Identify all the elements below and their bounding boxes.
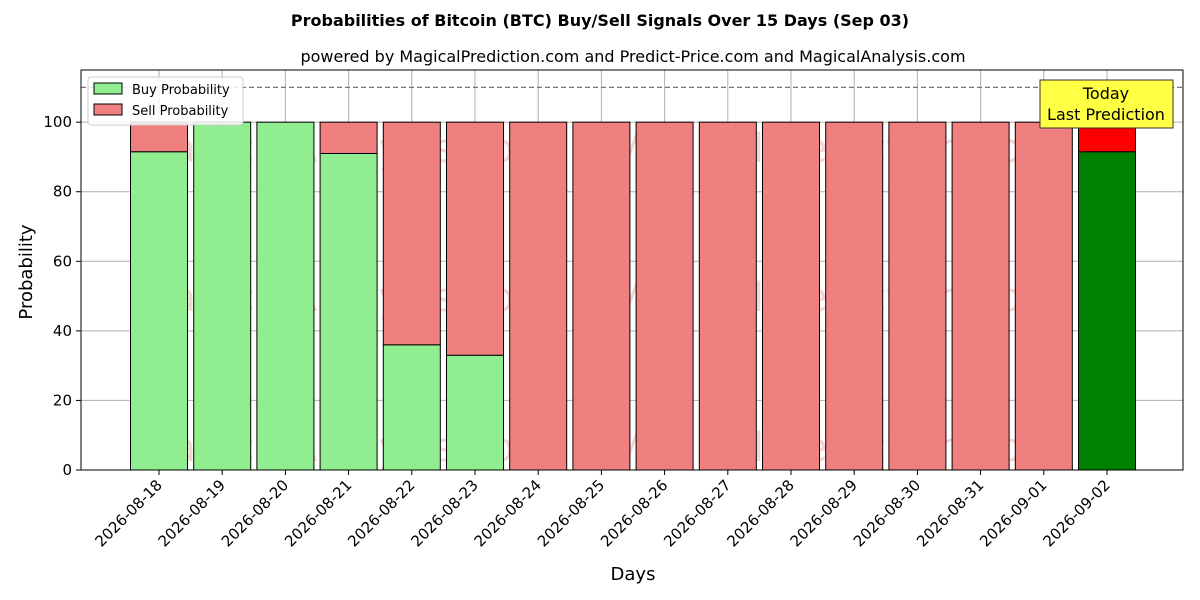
today-annotation-line1: Today xyxy=(1082,84,1129,103)
x-tick-label-7: 2026-08-25 xyxy=(534,476,608,550)
bar-buy-2026-08-21 xyxy=(319,152,378,471)
legend-swatch-sell xyxy=(93,103,123,116)
x-tick-label-1: 2026-08-19 xyxy=(155,476,229,550)
y-tick-label-4: 80 xyxy=(53,183,72,201)
bar-buy-2026-09-02 xyxy=(1078,151,1136,471)
x-tick-label-8: 2026-08-26 xyxy=(597,476,671,550)
bar-buy-2026-08-20 xyxy=(256,121,315,471)
today-annotation-line2: Last Prediction xyxy=(1047,105,1165,124)
bar-buy-2026-08-22 xyxy=(382,344,441,471)
bar-sell-2026-08-22 xyxy=(382,121,441,346)
legend-swatch-buy xyxy=(93,82,123,95)
x-tick-label-11: 2026-08-29 xyxy=(787,476,861,550)
bar-sell-2026-08-29 xyxy=(825,121,884,471)
y-axis-label: Probability xyxy=(16,224,37,319)
x-axis-ticks: 2026-08-182026-08-192026-08-202026-08-21… xyxy=(91,470,1114,550)
bar-buy-2026-08-18 xyxy=(130,151,188,471)
y-tick-label-5: 100 xyxy=(43,113,72,131)
bar-sell-2026-08-23 xyxy=(446,121,504,356)
legend: Buy Probability Sell Probability xyxy=(87,76,244,126)
x-tick-label-5: 2026-08-23 xyxy=(407,476,481,550)
x-tick-label-12: 2026-08-30 xyxy=(850,476,924,550)
y-axis-ticks: 0 20 40 60 80 100 xyxy=(43,113,81,479)
y-tick-label-1: 20 xyxy=(53,391,72,409)
bar-sell-2026-08-30 xyxy=(888,121,947,471)
bars xyxy=(130,121,1136,471)
x-tick-label-13: 2026-08-31 xyxy=(913,476,987,550)
y-tick-label-0: 0 xyxy=(62,461,72,479)
x-tick-label-4: 2026-08-22 xyxy=(344,476,418,550)
x-tick-label-0: 2026-08-18 xyxy=(91,476,165,550)
y-tick-label-2: 40 xyxy=(53,322,72,340)
bar-sell-2026-08-18 xyxy=(130,121,188,153)
x-axis-label: Days xyxy=(611,564,656,585)
bar-sell-2026-08-31 xyxy=(951,121,1010,471)
bar-sell-2026-08-21 xyxy=(319,121,378,154)
x-tick-label-9: 2026-08-27 xyxy=(660,476,734,550)
bar-sell-2026-08-28 xyxy=(762,121,820,471)
chart-title: Probabilities of Bitcoin (BTC) Buy/Sell … xyxy=(291,11,909,30)
x-tick-label-3: 2026-08-21 xyxy=(281,476,355,550)
today-annotation-box xyxy=(1039,79,1174,129)
x-tick-label-14: 2026-09-01 xyxy=(976,476,1050,550)
plot-frame xyxy=(80,69,1184,471)
bar-sell-2026-08-24 xyxy=(509,121,568,471)
legend-label-buy: Buy Probability xyxy=(132,83,230,98)
y-tick-label-3: 60 xyxy=(53,252,72,270)
bar-sell-2026-08-26 xyxy=(635,121,694,471)
bar-buy-2026-08-19 xyxy=(193,121,252,471)
x-tick-label-2: 2026-08-20 xyxy=(218,476,292,550)
x-tick-label-6: 2026-08-24 xyxy=(471,476,545,550)
bar-sell-2026-09-01 xyxy=(1014,121,1073,471)
bar-buy-2026-08-23 xyxy=(446,354,504,471)
today-annotation: Today Last Prediction xyxy=(1039,79,1174,129)
bar-sell-2026-08-25 xyxy=(572,121,631,471)
bar-sell-2026-08-27 xyxy=(698,121,757,471)
legend-box xyxy=(87,76,244,126)
x-tick-label-15: 2026-09-02 xyxy=(1039,476,1113,550)
x-tick-label-10: 2026-08-28 xyxy=(723,476,797,550)
chart-subtitle: powered by MagicalPrediction.com and Pre… xyxy=(300,47,965,66)
legend-label-sell: Sell Probability xyxy=(132,104,229,119)
